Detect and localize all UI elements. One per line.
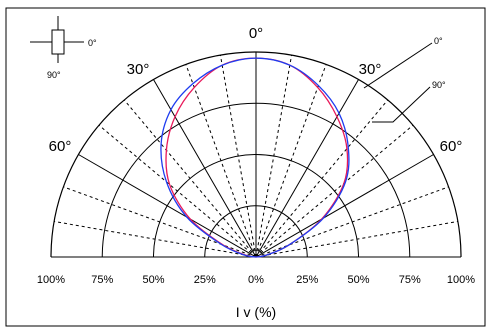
radial-tick-label: 100% <box>447 274 475 286</box>
spoke-50 <box>255 124 414 258</box>
spoke-80 <box>255 220 458 258</box>
legend: 0° 90° 0° 90° <box>30 16 446 123</box>
legend-icon-label-90: 90° <box>47 70 61 80</box>
radial-tick-label: 75% <box>91 274 113 286</box>
axis-labels: 0° 30° 60° 30° 60° 100% 75% 50% 25% 0% 25% 50%… <box>37 25 475 320</box>
series-line-90deg <box>160 57 350 258</box>
radial-tick-label: 25% <box>194 274 216 286</box>
angle-label-60-left: 60° <box>49 138 72 155</box>
angle-label-0: 0° <box>249 25 263 42</box>
spoke-neg20 <box>185 64 257 258</box>
legend-icon-label-0: 0° <box>88 38 97 48</box>
radial-tick-label: 100% <box>37 274 65 286</box>
spoke-neg80 <box>54 220 257 258</box>
series-layer <box>160 57 350 258</box>
radial-tick-label: 50% <box>347 274 369 286</box>
spoke-neg50 <box>98 124 257 258</box>
spoke-neg40 <box>123 99 257 258</box>
spoke-neg10 <box>219 55 257 258</box>
angle-label-30-left: 30° <box>127 61 150 78</box>
spoke-60 <box>255 154 434 258</box>
spoke-20 <box>255 64 327 258</box>
angle-label-60-right: 60° <box>440 138 463 155</box>
spoke-40 <box>255 99 389 258</box>
led-package-icon <box>51 29 65 55</box>
x-axis-label: I v (%) <box>236 304 276 320</box>
spoke-neg70 <box>63 186 257 258</box>
legend-line-label-0: 0° <box>434 36 443 46</box>
spoke-30 <box>255 79 359 258</box>
radial-tick-label: 25% <box>296 274 318 286</box>
polar-grid <box>50 51 462 258</box>
radial-tick-label: 50% <box>142 274 164 286</box>
spoke-70 <box>255 186 449 258</box>
spoke-neg60 <box>78 154 257 258</box>
legend-line-label-90: 90° <box>432 80 446 90</box>
spoke-10 <box>255 55 293 258</box>
radial-tick-label: 75% <box>399 274 421 286</box>
angle-label-30-right: 30° <box>359 61 382 78</box>
radial-tick-label: 0% <box>248 274 264 286</box>
legend-leader-90 <box>372 86 431 123</box>
legend-leader-0 <box>363 42 433 89</box>
